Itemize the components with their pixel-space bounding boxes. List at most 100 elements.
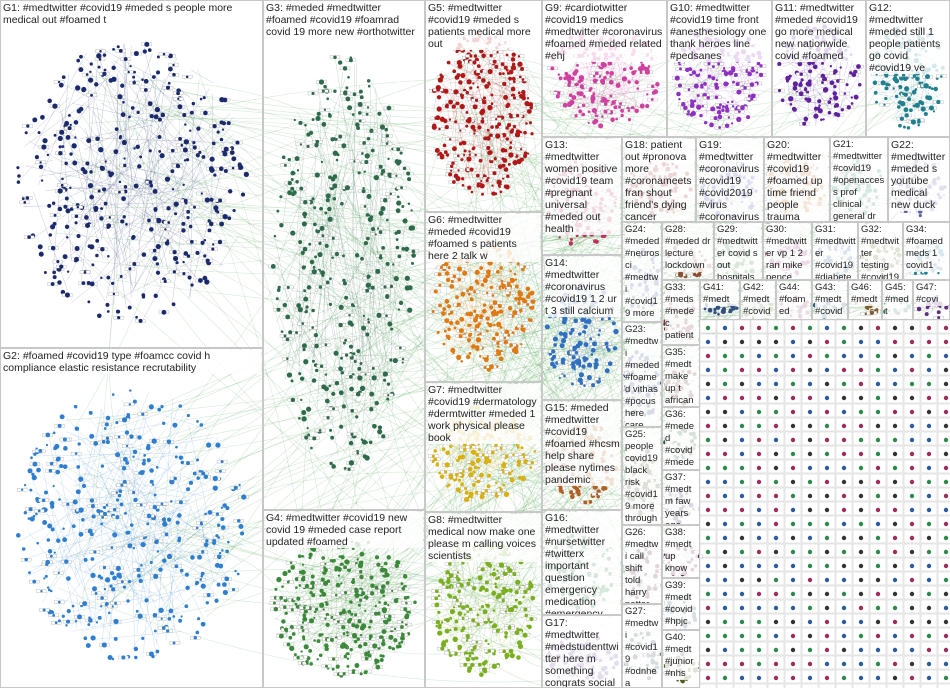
node — [705, 507, 711, 513]
node — [943, 437, 949, 443]
small-group-cell — [937, 613, 950, 628]
node — [722, 395, 728, 401]
edge — [61, 70, 457, 178]
node — [773, 549, 779, 555]
small-group-cell — [937, 347, 950, 362]
node — [824, 577, 830, 583]
node — [926, 339, 932, 345]
node — [943, 563, 949, 569]
node — [909, 507, 915, 513]
node — [790, 423, 796, 429]
edge — [379, 214, 586, 371]
node — [926, 549, 932, 555]
node — [722, 493, 728, 499]
node — [943, 661, 949, 667]
edge — [111, 231, 376, 602]
node — [909, 647, 915, 653]
node — [705, 493, 711, 499]
node — [807, 535, 813, 541]
node — [858, 591, 864, 597]
node — [824, 647, 830, 653]
edge — [109, 239, 179, 617]
small-group-cell — [767, 683, 785, 688]
node — [926, 325, 932, 331]
node — [892, 591, 898, 597]
small-group-cell — [937, 529, 950, 544]
node — [824, 451, 830, 457]
node — [926, 521, 932, 527]
small-group-cell — [903, 683, 921, 688]
node — [722, 549, 728, 555]
node — [722, 437, 728, 443]
node — [824, 633, 830, 639]
node — [926, 591, 932, 597]
small-group-cell — [937, 543, 950, 558]
node — [909, 591, 915, 597]
node — [790, 451, 796, 457]
node — [892, 493, 898, 499]
node — [943, 367, 949, 373]
node — [773, 395, 779, 401]
node — [875, 451, 881, 457]
node — [807, 325, 813, 331]
node — [892, 367, 898, 373]
node — [705, 339, 711, 345]
node — [739, 675, 745, 681]
node — [824, 479, 830, 485]
edge — [196, 229, 654, 452]
edge — [173, 218, 681, 360]
node — [875, 577, 881, 583]
node — [841, 675, 847, 681]
small-group-cell — [937, 431, 950, 446]
node — [892, 395, 898, 401]
node — [739, 493, 745, 499]
node — [892, 535, 898, 541]
node — [909, 605, 915, 611]
node — [841, 353, 847, 359]
node — [824, 675, 830, 681]
small-group-cell — [937, 459, 950, 474]
node — [858, 563, 864, 569]
node — [875, 563, 881, 569]
node — [875, 367, 881, 373]
node — [705, 437, 711, 443]
edge — [74, 473, 128, 531]
node — [790, 479, 796, 485]
node — [739, 535, 745, 541]
node — [705, 591, 711, 597]
node — [705, 535, 711, 541]
node — [807, 661, 813, 667]
node — [841, 577, 847, 583]
node — [705, 563, 711, 569]
node — [739, 549, 745, 555]
node — [943, 633, 949, 639]
node — [858, 647, 864, 653]
node — [790, 465, 796, 471]
node — [773, 437, 779, 443]
node — [790, 619, 796, 625]
node — [773, 381, 779, 387]
node — [756, 563, 762, 569]
node — [909, 339, 915, 345]
node — [705, 409, 711, 415]
node — [773, 409, 779, 415]
node — [875, 507, 881, 513]
node — [858, 661, 864, 667]
node — [790, 633, 796, 639]
node — [858, 633, 864, 639]
node — [705, 647, 711, 653]
node — [705, 549, 711, 555]
node — [824, 619, 830, 625]
node — [875, 493, 881, 499]
small-group-cell — [937, 375, 950, 390]
node — [892, 451, 898, 457]
node — [909, 675, 915, 681]
small-group-cell — [920, 683, 938, 688]
node — [807, 507, 813, 513]
node — [841, 507, 847, 513]
node — [739, 339, 745, 345]
node — [841, 339, 847, 345]
node — [722, 577, 728, 583]
node — [722, 675, 728, 681]
node — [756, 381, 762, 387]
